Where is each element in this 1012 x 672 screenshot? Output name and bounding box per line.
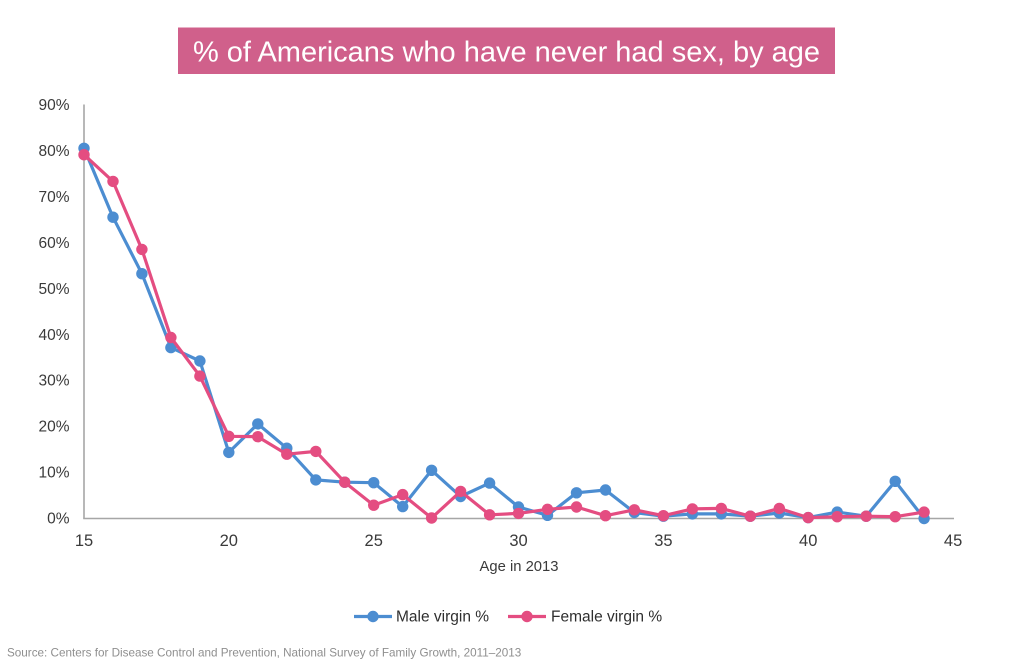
svg-text:Age in 2013: Age in 2013 <box>480 559 559 575</box>
svg-text:50%: 50% <box>38 281 69 298</box>
svg-text:80%: 80% <box>38 143 69 160</box>
svg-text:15: 15 <box>75 532 93 550</box>
svg-text:90%: 90% <box>38 97 69 114</box>
svg-text:25: 25 <box>365 532 383 550</box>
svg-text:30%: 30% <box>38 373 69 390</box>
svg-text:40%: 40% <box>38 327 69 344</box>
svg-text:60%: 60% <box>38 235 69 252</box>
svg-text:10%: 10% <box>38 465 69 482</box>
svg-text:Male virgin %: Male virgin % <box>396 609 489 626</box>
svg-text:0%: 0% <box>47 511 70 528</box>
svg-text:% of Americans who have never: % of Americans who have never had sex, b… <box>193 37 820 69</box>
svg-text:Female virgin %: Female virgin % <box>551 609 662 626</box>
svg-text:20%: 20% <box>38 419 69 436</box>
svg-text:Source: Centers for Disease Co: Source: Centers for Disease Control and … <box>7 647 521 660</box>
svg-text:40: 40 <box>799 532 817 550</box>
svg-text:45: 45 <box>944 532 962 550</box>
svg-text:20: 20 <box>220 532 238 550</box>
svg-text:70%: 70% <box>38 189 69 206</box>
svg-text:35: 35 <box>654 532 672 550</box>
svg-text:30: 30 <box>509 532 527 550</box>
